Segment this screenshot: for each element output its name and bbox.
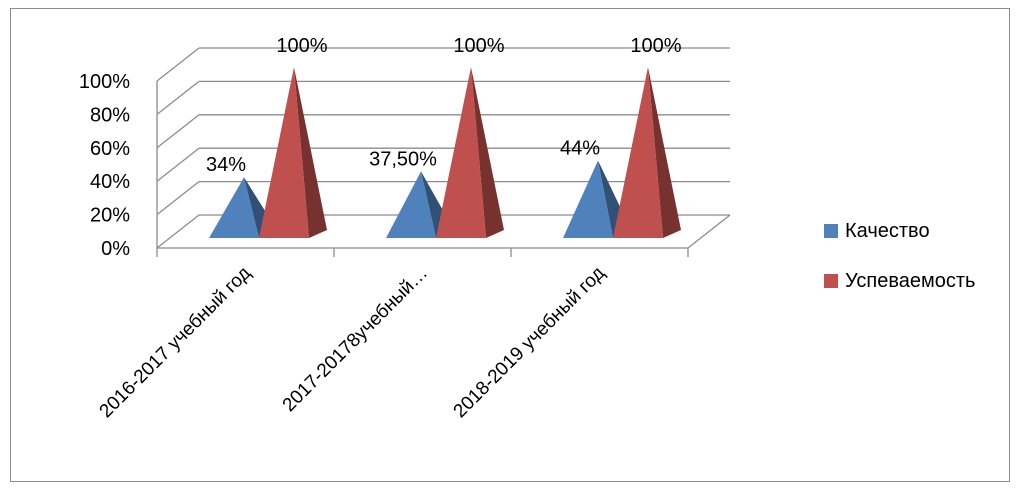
data-label: 37,50% xyxy=(369,148,437,170)
legend: Качество Успеваемость xyxy=(824,220,975,292)
y-tick-label: 60% xyxy=(90,138,130,160)
y-tick-label: 100% xyxy=(79,71,130,93)
gridline xyxy=(156,47,730,82)
y-tick-label: 80% xyxy=(90,104,130,126)
gridline-side xyxy=(156,47,200,82)
pyramid-Успеваемость xyxy=(259,67,327,238)
legend-label: Качество xyxy=(845,220,930,242)
gridline-side xyxy=(156,114,200,149)
axes xyxy=(156,81,731,257)
legend-label: Успеваемость xyxy=(845,270,975,292)
pyramid-front-face xyxy=(386,171,436,238)
legend-swatch xyxy=(824,274,838,288)
legend-swatch xyxy=(824,224,838,238)
category-label: 2017-20178учебный… xyxy=(279,263,432,416)
y-axis-ticks: 0% 20% 40% 60% 80% 100% xyxy=(79,71,130,260)
data-label: 44% xyxy=(560,138,600,160)
pyramid-Успеваемость xyxy=(436,67,504,238)
x-axis-categories: 2016-2017 учебный год 2017-20178учебный… 2… xyxy=(96,263,610,423)
pyramid-front-face xyxy=(613,67,663,238)
category-label: 2016-2017 учебный год xyxy=(96,263,256,423)
data-label: 100% xyxy=(276,35,327,57)
data-label: 100% xyxy=(453,35,504,57)
pyramid-front-face xyxy=(209,177,259,238)
pyramid-Успеваемость xyxy=(613,67,681,238)
pyramid-side-face xyxy=(471,67,504,238)
pyramid-front-face xyxy=(563,160,613,238)
gridline-side xyxy=(156,80,200,115)
gridline xyxy=(156,80,730,115)
y-tick-label: 20% xyxy=(90,205,130,227)
data-label: 100% xyxy=(630,35,681,57)
gridline-side xyxy=(156,147,200,182)
chart-frame xyxy=(10,8,1010,482)
data-marks xyxy=(209,67,681,238)
gridline-side xyxy=(156,214,200,249)
y-tick-label: 40% xyxy=(90,171,130,193)
data-label: 34% xyxy=(206,154,246,176)
pyramid-side-face xyxy=(294,67,327,238)
data-labels: 34% 100% 37,50% 100% 44% 100% xyxy=(206,35,682,176)
pyramid-side-face xyxy=(648,67,681,238)
pyramid-front-face xyxy=(436,67,486,238)
pyramid-front-face xyxy=(259,67,309,238)
y-tick-label: 0% xyxy=(101,238,130,260)
gridline-side xyxy=(156,181,200,216)
category-label: 2018-2019 учебный год xyxy=(450,263,610,423)
